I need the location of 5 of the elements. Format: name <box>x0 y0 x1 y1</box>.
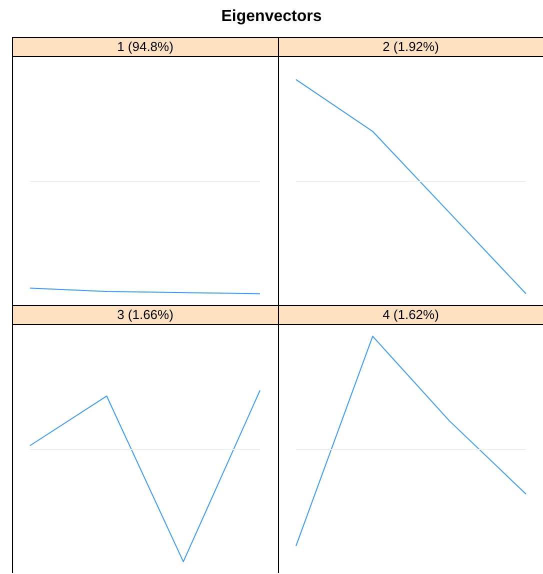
chart-subtitle: 2 (1.92%) <box>278 38 543 57</box>
chart-title: Eigenvectors <box>220 8 323 26</box>
chart-subtitle: 4 (1.62%) <box>278 306 543 325</box>
chart-subtitle: 1 (94.8%) <box>13 38 278 57</box>
chart-subtitle: 3 (1.66%) <box>13 306 278 325</box>
